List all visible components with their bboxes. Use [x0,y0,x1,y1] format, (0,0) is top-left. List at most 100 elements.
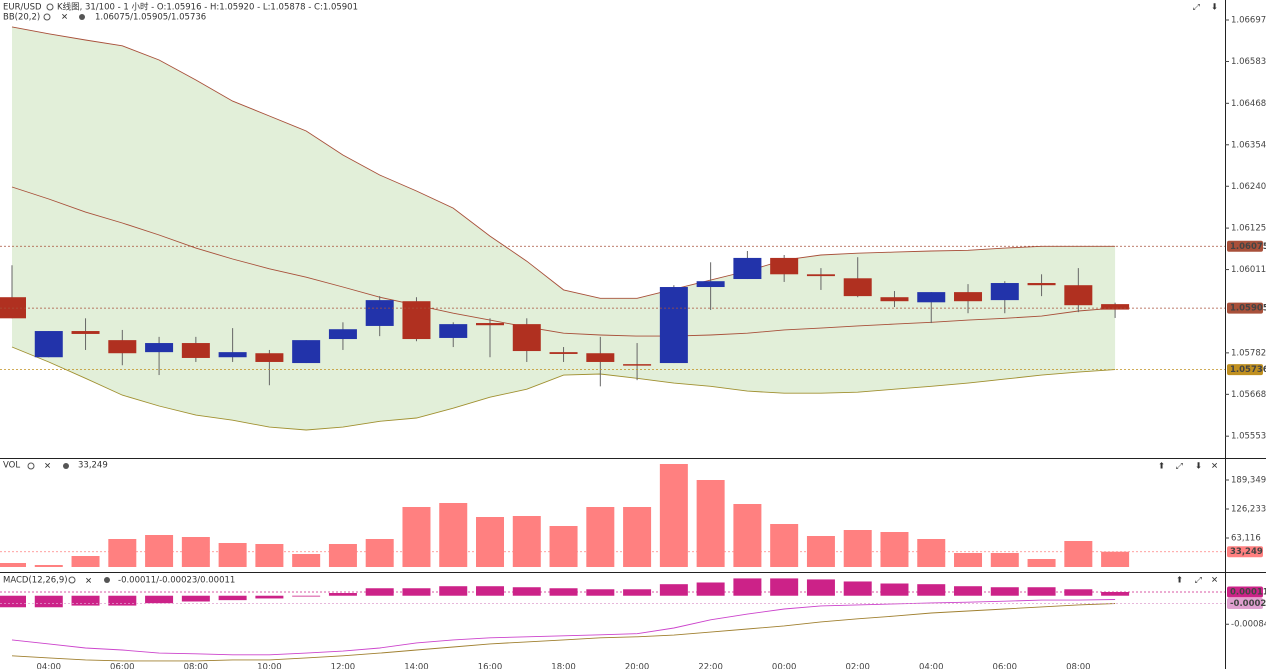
eye-icon[interactable] [27,462,35,470]
x-tick-label: 12:00 [331,663,356,669]
bb-upper-badge-bg [1227,240,1263,252]
volume-bar [954,552,983,567]
remove-icon[interactable]: ✕ [44,462,51,472]
close-icon[interactable]: ✕ [1211,462,1218,472]
macd-values: -0.00011/-0.00023/0.00011 [118,576,235,586]
close-icon[interactable]: ✕ [1211,576,1218,586]
y-tick-label: 63,116 [1231,533,1261,543]
candle-body [1101,304,1130,310]
macd-label: MACD(12,26,9) [3,576,68,586]
macd-histogram-bar [255,595,284,599]
remove-icon[interactable]: ✕ [85,577,92,587]
bb-upper [11,26,1116,299]
eye-icon[interactable] [46,3,54,11]
macd-histogram-bar [218,595,247,601]
volume-bar [292,554,321,567]
macd-histogram-bar [733,578,762,596]
volume-bar [549,526,578,567]
macd-hist-badge-bg [1227,586,1263,598]
x-tick-label: 18:00 [551,663,576,669]
settings-icon[interactable] [63,463,69,469]
macd-histogram-bar [696,582,725,596]
y-tick-label: 1.06354 [1231,140,1266,150]
y-tick-label: 1.05782 [1231,348,1266,358]
volume-bar [1064,541,1093,567]
macd-histogram-bar [71,595,100,606]
macd-signal-badge: -0.00023 [1230,599,1266,609]
remove-icon[interactable]: ✕ [61,13,68,23]
signal-line [11,603,1116,662]
candle-body [512,324,541,352]
y-tick-label: 1.06011 [1231,265,1266,275]
y-tick-label: 1.06125 [1231,224,1266,234]
x-tick-label: 04:00 [37,663,62,669]
y-tick-label: 126,233 [1231,504,1266,514]
candle-body [108,340,137,354]
x-tick-label: 22:00 [698,663,723,669]
macd-histogram-bar [586,589,615,596]
macd-hist-badge: 0.00011 [1230,587,1266,597]
settings-icon[interactable] [79,14,85,20]
volume-bar [917,539,946,567]
volume-bar [770,524,799,567]
macd-histogram-bar [1101,591,1130,596]
candle-body [843,278,872,297]
x-tick-label: 08:00 [184,663,209,669]
candle-body [365,300,394,326]
eye-icon[interactable] [43,13,51,21]
volume-bar [623,507,652,567]
macd-histogram-bar [806,579,835,596]
macd-histogram-bar [549,588,578,596]
macd-signal-badge-bg [1227,598,1263,610]
macd-histogram-bar [512,587,541,596]
candle-body [806,274,835,277]
macd-histogram-bar [34,595,63,608]
volume-bar [34,564,63,567]
candle-body [145,343,174,353]
volume-bar [439,502,468,567]
bb-middle-badge: 1.05905 [1230,304,1266,314]
eye-icon[interactable] [68,576,76,584]
volume-bar [1027,559,1056,567]
candle-body [954,292,983,302]
expand-icon[interactable]: ⤢ [1192,3,1200,13]
candle-body [181,343,210,358]
volume-bar [255,544,284,567]
symbol: EUR/USD [3,3,42,13]
volume-bar [586,507,615,567]
down-icon[interactable]: ⬇ [1211,3,1218,13]
candle-body [733,257,762,280]
settings-icon[interactable] [104,577,110,583]
y-tick-label: 1.06697 [1231,16,1266,26]
candle-body [659,287,688,364]
macd-histogram-bar [880,583,909,596]
candle-body [292,340,321,364]
candle-body [328,329,357,340]
x-tick-label: 20:00 [625,663,650,669]
header: EUR/USD K线图, 31/100 - 1 小时 - O:1.05916 -… [3,2,1218,587]
up-icon[interactable]: ⬆ [1176,576,1183,586]
macd-histogram-bar [328,593,357,596]
bb-lower-badge: 1.05736 [1230,365,1266,375]
x-tick-label: 00:00 [772,663,797,669]
down-icon[interactable]: ⬇ [1195,462,1202,472]
volume-bar [843,529,872,567]
x-tick-label: 06:00 [110,663,135,669]
candle-body [880,297,909,302]
volume-bar [990,552,1019,567]
x-tick-label: 02:00 [845,663,870,669]
candle-body [917,292,946,303]
macd-histogram-bar [623,589,652,596]
macd-histogram-bar [954,586,983,596]
bb-values: 1.06075/1.05905/1.05736 [95,13,206,23]
candle-body [1064,285,1093,306]
y-tick-label: -0.00084 [1231,620,1266,630]
vol-value: 33,249 [78,461,108,471]
bb-band-fill [12,26,1116,431]
plot-layer: 1.06697 1.06583 1.06468 1.06354 1.06240 1.061… [0,16,1266,669]
expand-icon[interactable]: ⤢ [1175,462,1183,472]
expand-icon[interactable]: ⤢ [1194,576,1202,586]
candle-body [990,283,1019,301]
up-icon[interactable]: ⬆ [1158,462,1165,472]
